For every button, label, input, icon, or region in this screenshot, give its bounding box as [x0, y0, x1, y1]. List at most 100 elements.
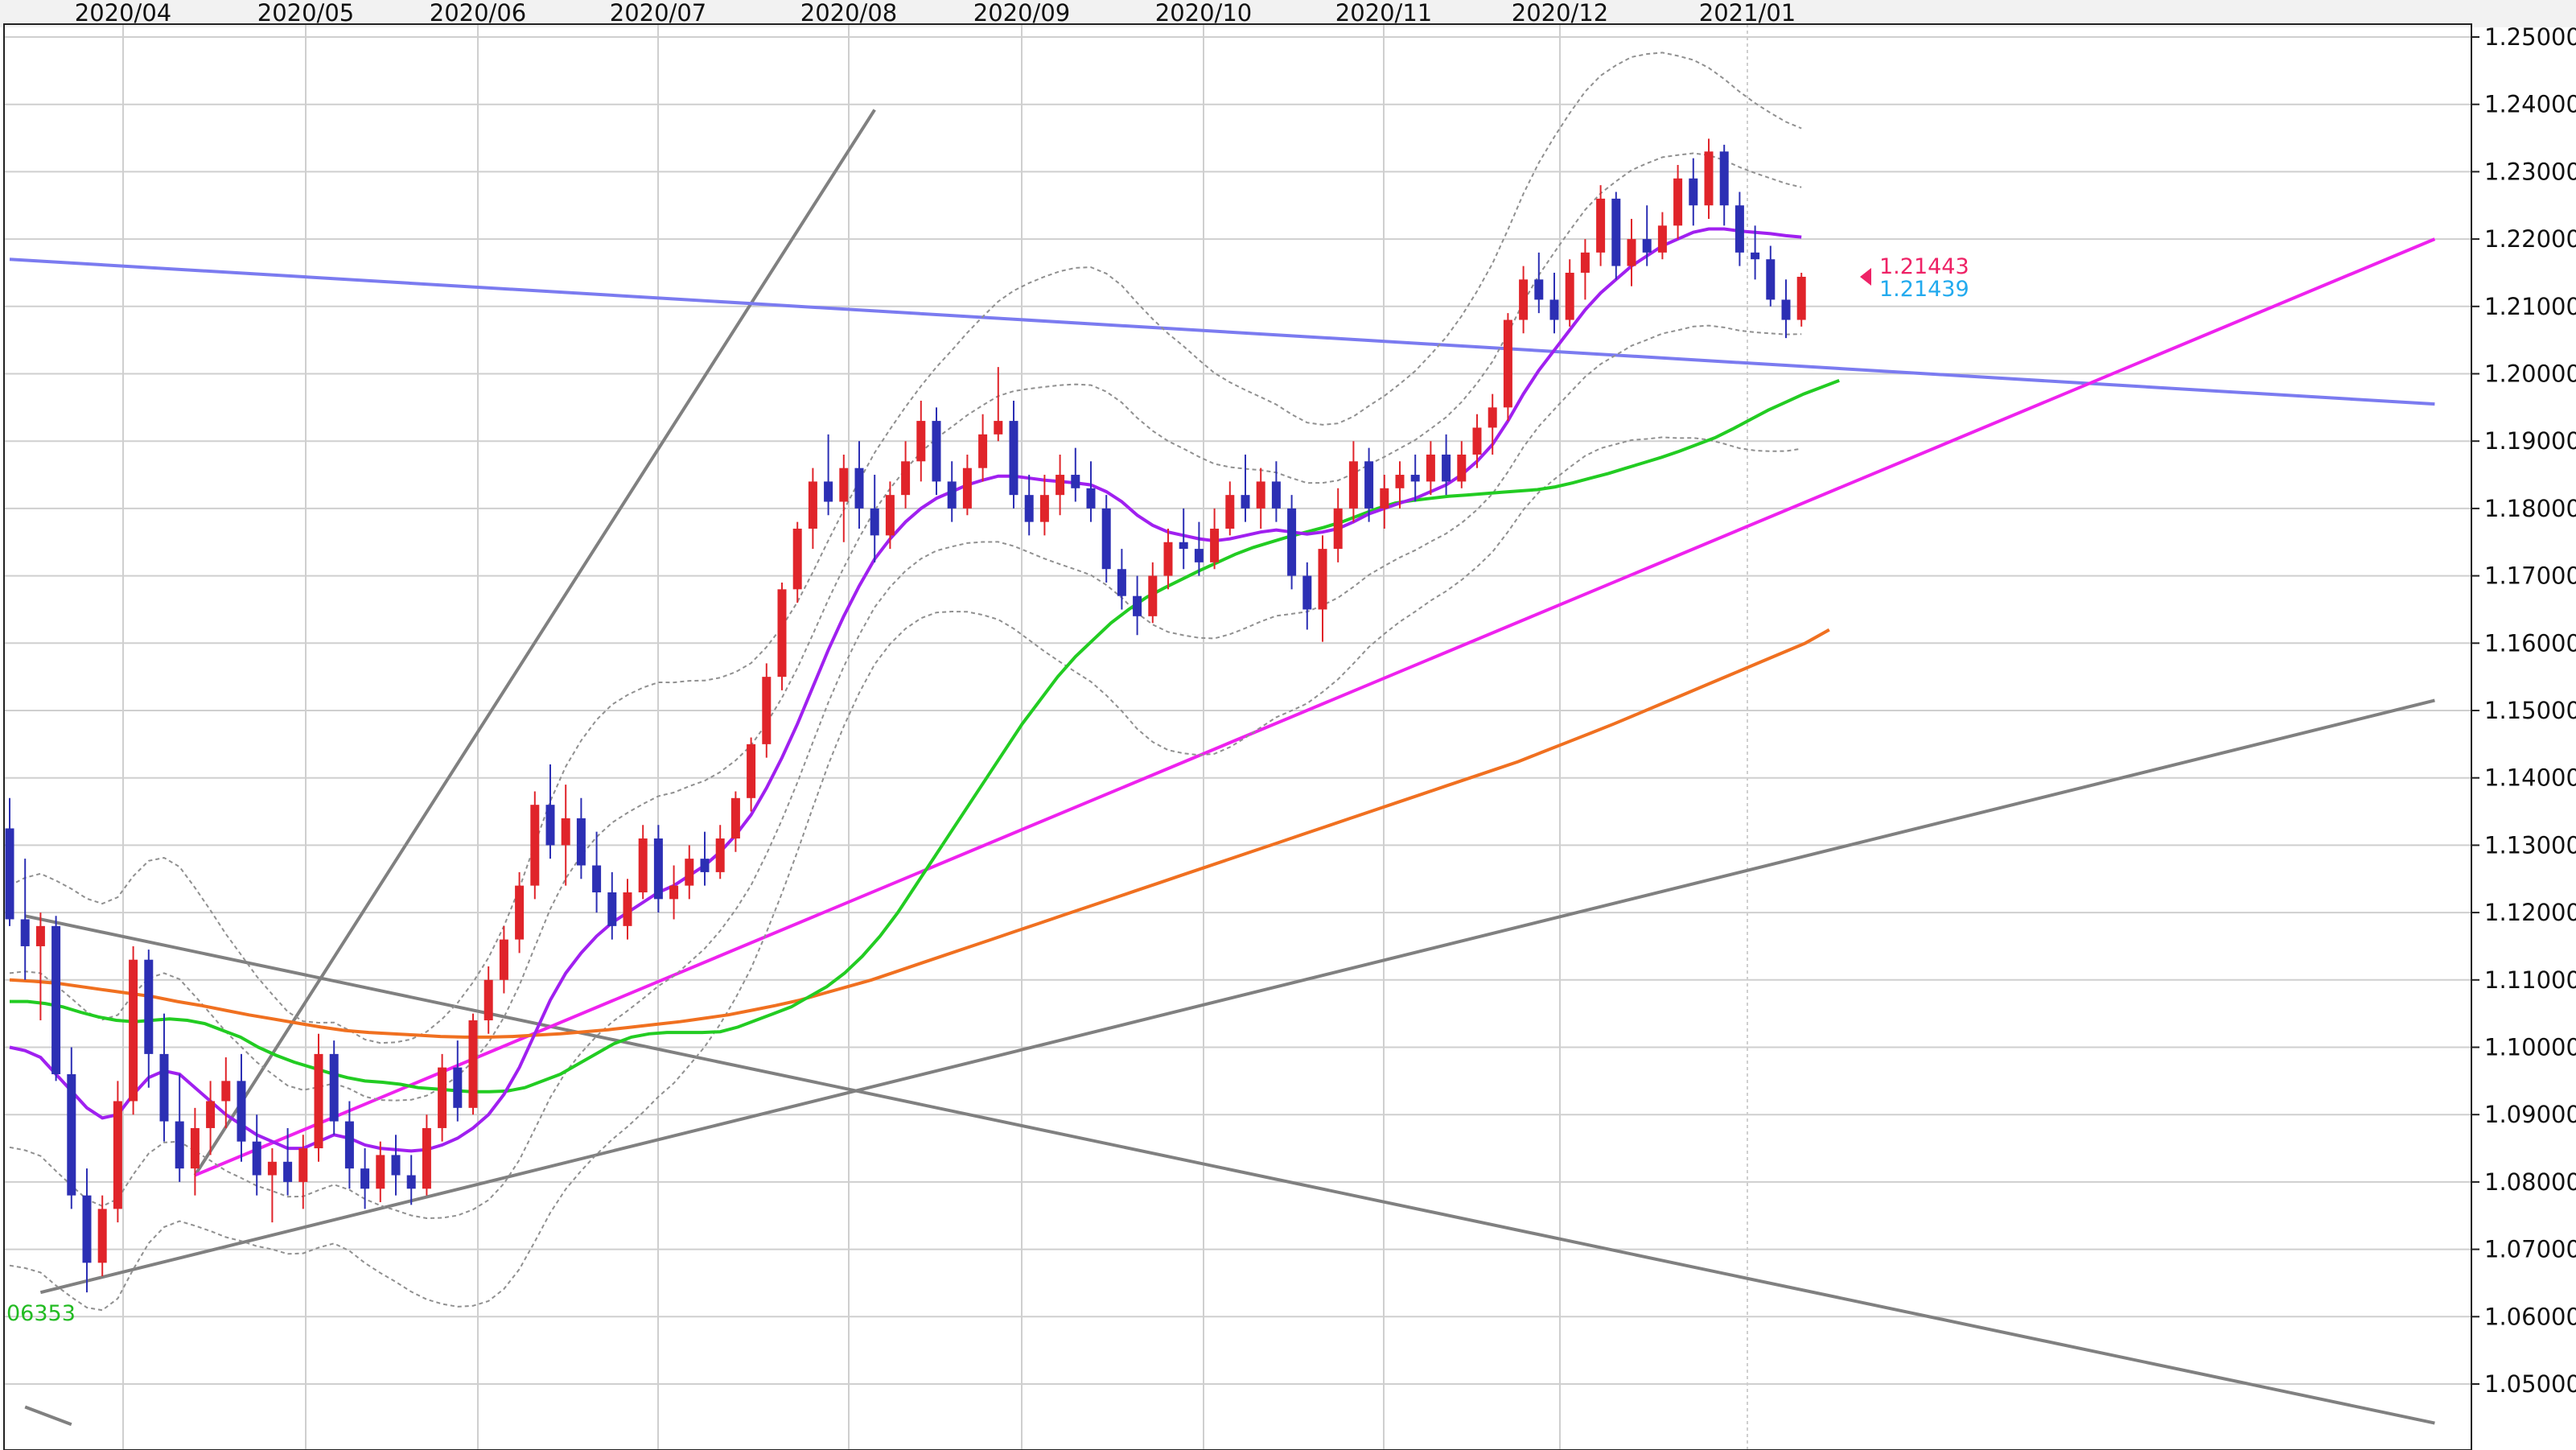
candle-body: [1549, 299, 1559, 320]
candle-body: [916, 421, 926, 462]
candle-body: [638, 838, 648, 892]
candle-body: [1364, 461, 1374, 509]
y-tick-label: 1.13000: [2484, 831, 2576, 859]
candle-body: [808, 481, 817, 529]
bollinger-upper: [9, 51, 1802, 1044]
candle-body: [129, 959, 138, 1102]
candle-body: [653, 838, 663, 900]
y-tick-label: 1.16000: [2484, 629, 2576, 657]
candle-body: [221, 1081, 231, 1102]
candle-body: [1796, 276, 1806, 320]
candle-body: [1302, 575, 1312, 610]
candle-body: [607, 892, 617, 926]
x-tick-label: 2020/06: [430, 0, 526, 27]
candle-body: [700, 859, 710, 872]
candle-body: [715, 838, 725, 872]
candle-body: [901, 461, 911, 496]
x-tick-label: 2020/04: [75, 0, 171, 27]
candle-body: [1086, 488, 1096, 509]
candle-body: [1179, 542, 1188, 550]
x-tick-label: 2020/07: [610, 0, 706, 27]
candle-body: [5, 828, 14, 920]
annotations: 063531.201031.181191.188051.160161.23491…: [6, 1301, 76, 1326]
y-tick-label: 1.15000: [2484, 697, 2576, 724]
trendline-gray-corner: [24, 1405, 72, 1427]
candle-body: [1734, 205, 1744, 253]
y-tick-label: 1.07000: [2484, 1236, 2576, 1263]
x-tick-label: 2020/12: [1512, 0, 1608, 27]
candle-body: [1657, 225, 1667, 253]
y-tick-label: 1.14000: [2484, 764, 2576, 792]
candle-body: [360, 1168, 370, 1189]
candle-body: [839, 468, 849, 502]
candle-body: [1719, 151, 1729, 206]
candle-body: [159, 1053, 169, 1122]
x-tick-label: 2020/09: [973, 0, 1070, 27]
candle-body: [978, 434, 988, 468]
candle-body: [20, 919, 30, 946]
y-tick-label: 1.18000: [2484, 495, 2576, 522]
candle-body: [1024, 495, 1034, 522]
candle-body: [1071, 475, 1080, 488]
y-tick-label: 1.24000: [2484, 91, 2576, 118]
candle-body: [623, 892, 632, 926]
grid-lines: [4, 24, 2471, 1450]
price-annotation: 06353: [6, 1301, 76, 1326]
candle-body: [592, 865, 602, 892]
candle-body: [1751, 252, 1760, 260]
candle-body: [1225, 495, 1235, 529]
candle-body: [824, 481, 833, 502]
candle-body: [932, 421, 941, 482]
y-tick-label: 1.21000: [2484, 293, 2576, 320]
candle-body: [1611, 198, 1621, 266]
candle-body: [51, 925, 61, 1074]
candle-body: [777, 589, 787, 678]
candle-body: [1271, 481, 1281, 509]
candle-body: [962, 468, 972, 509]
candle-body: [1766, 259, 1776, 300]
candle-body: [267, 1161, 277, 1176]
candle-body: [1472, 427, 1482, 455]
candle-body: [1442, 454, 1451, 482]
candle-body: [1380, 488, 1389, 509]
y-tick-label: 1.08000: [2484, 1168, 2576, 1196]
candle-body: [1519, 279, 1529, 320]
candle-body: [1565, 272, 1574, 320]
candle-body: [1596, 198, 1606, 253]
candle-body: [762, 677, 772, 744]
y-tick-label: 1.05000: [2484, 1370, 2576, 1398]
x-tick-label: 2020/10: [1155, 0, 1252, 27]
candle-body: [376, 1155, 385, 1189]
candles: [5, 138, 1806, 1293]
candle-body: [1503, 319, 1512, 408]
candle-body: [468, 1020, 478, 1108]
current-price-arrow: [1860, 267, 1871, 286]
candle-body: [298, 1148, 308, 1182]
y-tick-label: 1.22000: [2484, 225, 2576, 253]
y-tick-label: 1.19000: [2484, 427, 2576, 455]
candle-body: [545, 805, 555, 846]
candle-body: [1009, 421, 1018, 496]
candle-body: [1395, 475, 1405, 488]
candle-body: [252, 1141, 261, 1176]
candle-body: [314, 1053, 323, 1149]
candle-body: [1488, 407, 1497, 428]
candle-body: [329, 1053, 339, 1122]
y-tick-label: 1.11000: [2484, 966, 2576, 994]
candle-body: [1210, 529, 1220, 562]
x-tick-label: 2021/01: [1699, 0, 1796, 27]
candle-body: [685, 859, 694, 886]
candle-body: [994, 421, 1003, 435]
candle-body: [1133, 595, 1142, 616]
trendline-gray-rising: [39, 698, 2435, 1295]
ma-short-line: [9, 227, 1802, 1153]
candle-body: [1241, 495, 1250, 509]
y-tick-label: 1.12000: [2484, 899, 2576, 926]
trendline-gray-steep: [193, 109, 876, 1176]
candle-body: [1333, 508, 1343, 550]
candle-body: [391, 1155, 401, 1176]
candle-body: [530, 805, 540, 886]
